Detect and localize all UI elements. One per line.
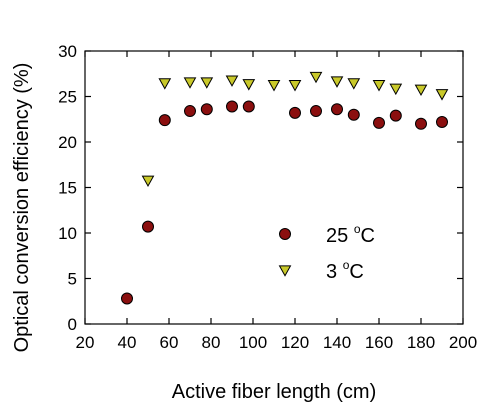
x-axis-label: Active fiber length (cm) bbox=[172, 381, 377, 403]
data-point bbox=[142, 220, 154, 233]
data-point bbox=[436, 115, 448, 128]
data-point bbox=[389, 109, 402, 122]
y-tick-label: 10 bbox=[58, 224, 77, 243]
y-tick-label: 25 bbox=[58, 88, 77, 107]
legend-label-unit: C bbox=[349, 261, 363, 283]
data-point bbox=[288, 80, 302, 92]
data-point bbox=[415, 117, 427, 130]
data-point bbox=[141, 175, 155, 188]
data-point bbox=[158, 114, 171, 127]
axes bbox=[84, 50, 464, 325]
series-1 bbox=[121, 100, 448, 305]
data-point bbox=[267, 80, 281, 92]
ticks: 20 40 60 80 100 120 140 160 180 200 0 5 10 15 20 25 30 bbox=[58, 42, 477, 352]
legend-item: 25 oC bbox=[279, 222, 375, 247]
x-tick-label: 140 bbox=[323, 333, 351, 352]
x-tick-label: 40 bbox=[118, 333, 137, 352]
x-tick-label: 120 bbox=[281, 333, 309, 352]
data-point bbox=[310, 105, 322, 118]
data-point bbox=[414, 84, 428, 97]
data-point bbox=[331, 103, 343, 116]
legend: 25 oC3 oC bbox=[278, 222, 375, 283]
x-tick-label: 100 bbox=[239, 333, 267, 352]
data-point bbox=[242, 79, 256, 91]
data-point bbox=[289, 106, 301, 119]
data-point bbox=[347, 78, 361, 90]
data-point bbox=[389, 83, 403, 96]
x-tick-label: 180 bbox=[407, 333, 435, 352]
data-point bbox=[372, 80, 386, 92]
data-point bbox=[121, 292, 133, 305]
x-tick-label: 200 bbox=[449, 333, 477, 352]
data-point bbox=[158, 78, 172, 90]
legend-label-unit: C bbox=[361, 225, 375, 247]
data-point bbox=[373, 116, 385, 129]
x-tick-label: 20 bbox=[76, 333, 95, 352]
data-point bbox=[184, 105, 196, 118]
legend-label-sup: o bbox=[354, 222, 361, 236]
x-tick-label: 80 bbox=[202, 333, 221, 352]
legend-item: 3 oC bbox=[278, 258, 364, 283]
legend-label-main: 3 bbox=[326, 261, 343, 283]
legend-label: 25 oC bbox=[326, 222, 375, 247]
y-tick-label: 0 bbox=[68, 315, 77, 334]
data-point bbox=[200, 103, 213, 116]
plot-frame bbox=[84, 50, 464, 325]
series-2 bbox=[141, 71, 449, 188]
data-marks bbox=[121, 71, 449, 305]
data-point bbox=[347, 108, 360, 121]
x-tick-label: 160 bbox=[365, 333, 393, 352]
y-tick-label: 20 bbox=[58, 133, 77, 152]
x-tick-label: 60 bbox=[160, 333, 179, 352]
data-point bbox=[309, 71, 323, 84]
data-point bbox=[225, 75, 239, 87]
y-tick-label: 5 bbox=[68, 270, 77, 289]
legend-label-sup: o bbox=[343, 258, 350, 272]
y-tick-label: 15 bbox=[58, 179, 77, 198]
data-point bbox=[242, 100, 255, 113]
legend-label-main: 25 bbox=[326, 225, 354, 247]
data-point bbox=[435, 89, 449, 101]
legend-marker bbox=[278, 265, 292, 277]
y-axis-label: Optical conversion efficiency (%) bbox=[11, 63, 33, 353]
legend-marker bbox=[279, 228, 291, 240]
data-point bbox=[200, 77, 214, 89]
data-point bbox=[330, 76, 344, 88]
legend-label: 3 oC bbox=[326, 258, 364, 283]
data-point bbox=[226, 100, 238, 113]
y-tick-label: 30 bbox=[58, 42, 77, 61]
data-point bbox=[183, 77, 197, 89]
